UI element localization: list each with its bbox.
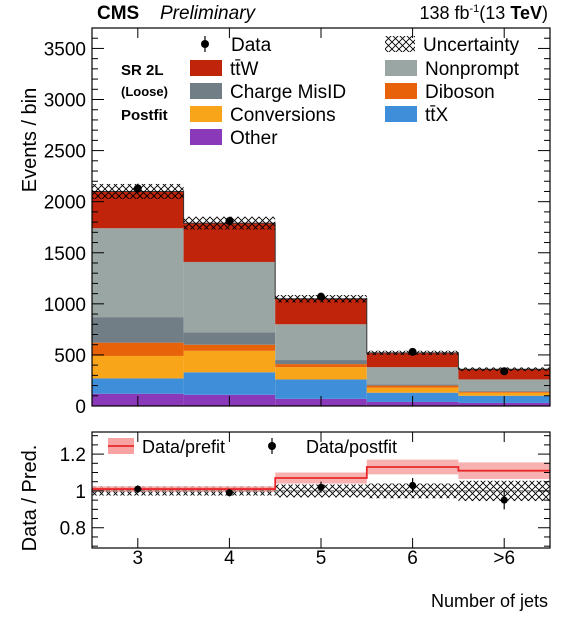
legend-label-conversions: Conversions [230, 105, 336, 126]
legend-swatch-other [190, 129, 222, 145]
legend-label-data: Data [231, 35, 272, 56]
fit-label: Postfit [121, 107, 168, 124]
postfit-point-1 [225, 489, 233, 497]
main-legend: SR 2L (Loose) Postfit Data Uncertainty tt̄… [121, 35, 520, 149]
x-category-label-0: 3 [133, 548, 144, 569]
prefit-line [92, 466, 550, 490]
postfit-point-3 [409, 481, 417, 489]
x-category-label-4: >6 [493, 548, 515, 569]
legend-swatch-charge_misid [190, 83, 222, 99]
legend-label-uncertainty: Uncertainty [423, 35, 520, 56]
bar-charge_misid-4 [458, 390, 550, 392]
bar-diboson-0 [92, 342, 184, 356]
data-point-2 [317, 292, 325, 301]
bar-ttX-1 [183, 372, 276, 395]
ratio-ytick-label-2: 1.2 [60, 445, 86, 466]
main-ytick-label-7: 3500 [44, 39, 86, 60]
bar-ttX-0 [92, 378, 184, 394]
ratio-y-axis-title: Data / Pred. [19, 445, 41, 552]
bar-diboson-1 [183, 344, 276, 351]
main-ytick-label-1: 500 [54, 346, 86, 367]
energy-prefix: (13 [479, 3, 510, 23]
legend-label-postfit: Data/postfit [306, 437, 397, 457]
main-axes: 0 500 1000 1500 2000 2500 3000 3500 [44, 27, 551, 418]
legend-label-nonprompt: Nonprompt [425, 59, 520, 80]
ratio-axes: 0.8 1 1.2 3 4 5 6 >6 [60, 431, 551, 569]
bar-nonprompt-1 [183, 261, 276, 333]
data-point-1 [225, 217, 234, 226]
ratio-body [92, 459, 550, 510]
bar-nonprompt-4 [458, 379, 550, 391]
x-category-label-2: 5 [316, 548, 327, 569]
bar-diboson-3 [366, 385, 459, 388]
bar-ttW-3 [366, 352, 459, 368]
ratio-legend: Data/prefit Data/postfit [108, 437, 397, 457]
legend-swatch-ttW [190, 60, 222, 76]
bar-conversions-0 [92, 355, 184, 379]
legend-swatch-diboson [385, 83, 417, 99]
bar-conversions-3 [366, 387, 459, 393]
main-panel: 0 500 1000 1500 2000 2500 3000 3500 SR 2L (Loos… [19, 27, 551, 418]
lumi-exponent: -1 [470, 3, 480, 15]
bar-charge_misid-2 [275, 360, 367, 365]
bar-nonprompt-0 [92, 228, 184, 318]
energy-suffix: ) [542, 3, 548, 23]
main-ytick-label-4: 2000 [44, 193, 86, 214]
bar-charge_misid-1 [183, 332, 276, 345]
ratio-ytick-label-1: 1 [75, 482, 86, 503]
legend-swatch-nonprompt [385, 60, 417, 76]
legend-swatch-uncertainty [385, 36, 415, 52]
y-axis-title: Events / bin [19, 88, 41, 193]
bar-charge_misid-3 [366, 384, 459, 386]
data-points-group [133, 183, 509, 376]
bar-charge_misid-0 [92, 317, 184, 343]
legend-postfit-marker [268, 442, 276, 450]
main-ytick-label-6: 3000 [44, 91, 86, 112]
x-category-label-3: 6 [407, 548, 418, 569]
postfit-point-2 [317, 483, 325, 491]
lumi-label: 138 fb-1(13 TeV) [419, 3, 548, 23]
x-category-label-1: 4 [224, 548, 235, 569]
bar-diboson-4 [458, 391, 550, 393]
lumi-prefix: 138 fb [419, 3, 469, 23]
legend-label-ttW: tt̄W [230, 59, 259, 80]
bar-ttX-2 [275, 379, 367, 399]
legend-label-diboson: Diboson [425, 82, 495, 103]
ratio-panel: 0.8 1 1.2 3 4 5 6 >6 Data/prefit Data/postfit Da… [19, 431, 551, 569]
bar-conversions-1 [183, 350, 276, 373]
main-ytick-label-3: 1500 [44, 244, 86, 265]
region-label: SR 2L [121, 62, 164, 79]
postfit-point-0 [134, 485, 142, 493]
region-sublabel: (Loose) [121, 84, 168, 99]
postfit-point-4 [500, 496, 508, 504]
experiment-label: CMS [97, 3, 139, 24]
bar-nonprompt-3 [366, 367, 459, 385]
data-point-3 [408, 347, 417, 356]
bar-ttW-1 [183, 223, 276, 262]
legend-swatch-conversions [190, 106, 222, 122]
bar-conversions-4 [458, 392, 550, 396]
main-ytick-label-5: 2500 [44, 142, 86, 163]
ratio-ytick-label-0: 0.8 [60, 519, 86, 540]
x-axis-title: Number of jets [431, 591, 548, 611]
legend-label-charge_misid: Charge MisID [230, 82, 346, 103]
legend-label-other: Other [230, 128, 278, 149]
energy-unit: TeV [510, 3, 542, 23]
data-point-0 [133, 184, 142, 193]
data-point-4 [500, 367, 509, 376]
status-label: Preliminary [160, 3, 257, 24]
bar-ttW-2 [275, 298, 367, 325]
legend-swatch-ttX [385, 106, 417, 122]
main-ytick-label-2: 1000 [44, 295, 86, 316]
legend-label-ttX: tt̄X [425, 105, 449, 126]
main-ytick-label-0: 0 [75, 397, 86, 418]
bar-diboson-2 [275, 364, 367, 368]
bar-nonprompt-2 [275, 324, 367, 361]
legend-label-prefit: Data/prefit [142, 437, 225, 457]
bar-conversions-2 [275, 367, 367, 380]
legend-data-marker [201, 40, 209, 48]
